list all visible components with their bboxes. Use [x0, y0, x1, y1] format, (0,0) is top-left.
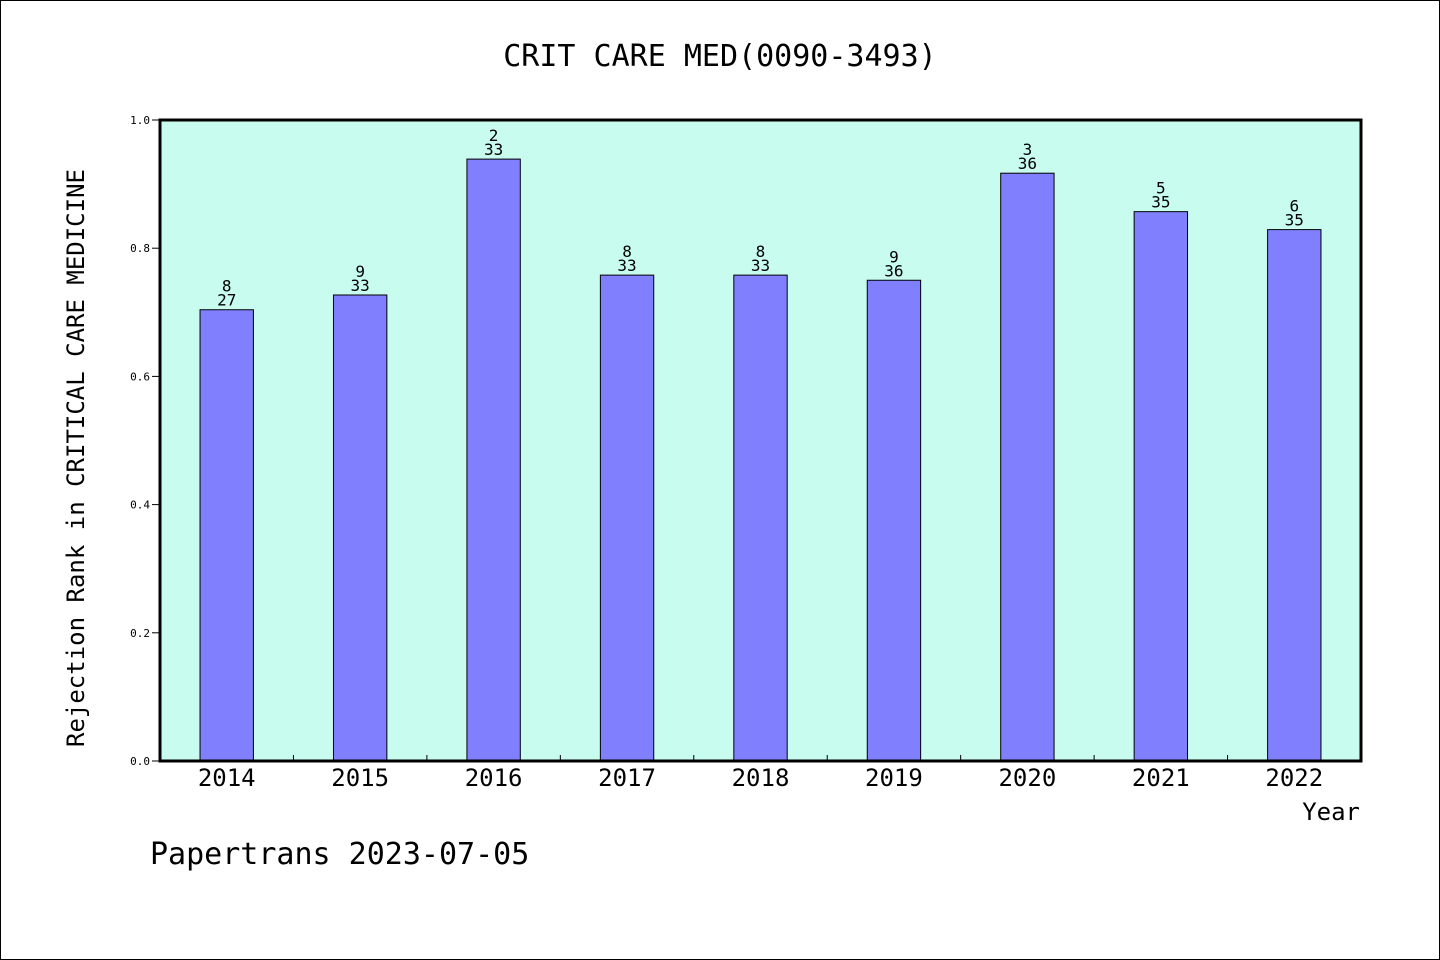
x-tick-label-2018: 2018 — [732, 764, 790, 792]
y-tick-label-0.0: 0.0 — [130, 755, 150, 768]
bar-2021 — [1133, 211, 1189, 762]
data-label-rank-2017: 8 — [622, 242, 632, 261]
data-label-rank-2019: 9 — [889, 247, 899, 266]
y-tick-label-0.6: 0.6 — [130, 370, 150, 383]
data-label-total-2019: 36 — [884, 261, 903, 280]
x-tick-label-2020: 2020 — [998, 764, 1056, 792]
plot-border — [158, 118, 1363, 763]
x-tick-label-2021: 2021 — [1132, 764, 1190, 792]
bar-2022 — [1267, 229, 1322, 762]
data-label-rank-2016: 2 — [489, 126, 499, 145]
bar-2019 — [866, 279, 922, 762]
bars-layer — [199, 158, 1322, 762]
x-tick-label-2014: 2014 — [198, 764, 256, 792]
bar-2020 — [1000, 172, 1055, 762]
bar-2016 — [466, 158, 521, 762]
axis-ticks-layer: 2014 2015 2016 2017 2018 2019 2020 2021 2022 0.0 0… — [130, 114, 1323, 792]
y-axis-label: Rejection Rank in CRITICAL CARE MEDICINE — [62, 169, 90, 747]
data-label-total-2018: 33 — [751, 256, 770, 275]
y-tick-label-0.8: 0.8 — [130, 242, 150, 255]
x-tick-label-2022: 2022 — [1265, 764, 1323, 792]
data-label-rank-2015: 9 — [355, 262, 365, 281]
x-tick-label-2017: 2017 — [598, 764, 656, 792]
data-label-rank-2020: 3 — [1023, 140, 1033, 159]
data-label-total-2015: 33 — [351, 276, 370, 295]
data-label-total-2016: 33 — [484, 140, 503, 159]
x-tick-label-2016: 2016 — [465, 764, 523, 792]
bar-2017 — [599, 274, 655, 762]
data-label-total-2014: 27 — [217, 291, 236, 310]
data-label-total-2022: 35 — [1285, 211, 1304, 230]
x-tick-label-2019: 2019 — [865, 764, 923, 792]
bar-2015 — [332, 294, 388, 762]
data-label-total-2021: 35 — [1151, 193, 1170, 212]
x-axis-label: Year — [1302, 798, 1360, 826]
y-tick-label-0.2: 0.2 — [130, 627, 150, 640]
x-tick-label-2015: 2015 — [331, 764, 389, 792]
data-label-rank-2022: 6 — [1289, 197, 1299, 216]
y-tick-label-1.0: 1.0 — [130, 114, 150, 127]
y-tick-label-0.4: 0.4 — [130, 499, 150, 512]
footer-text: Papertrans 2023-07-05 — [150, 837, 529, 872]
chart-title: CRIT CARE MED(0090-3493) — [503, 39, 936, 74]
data-label-total-2017: 33 — [617, 256, 636, 275]
data-label-total-2020: 36 — [1018, 154, 1037, 173]
bar-2018 — [733, 274, 788, 762]
data-label-rank-2018: 8 — [756, 242, 766, 261]
data-label-rank-2021: 5 — [1156, 179, 1166, 198]
data-label-rank-2014: 8 — [222, 277, 232, 296]
bar-2014 — [199, 309, 254, 762]
